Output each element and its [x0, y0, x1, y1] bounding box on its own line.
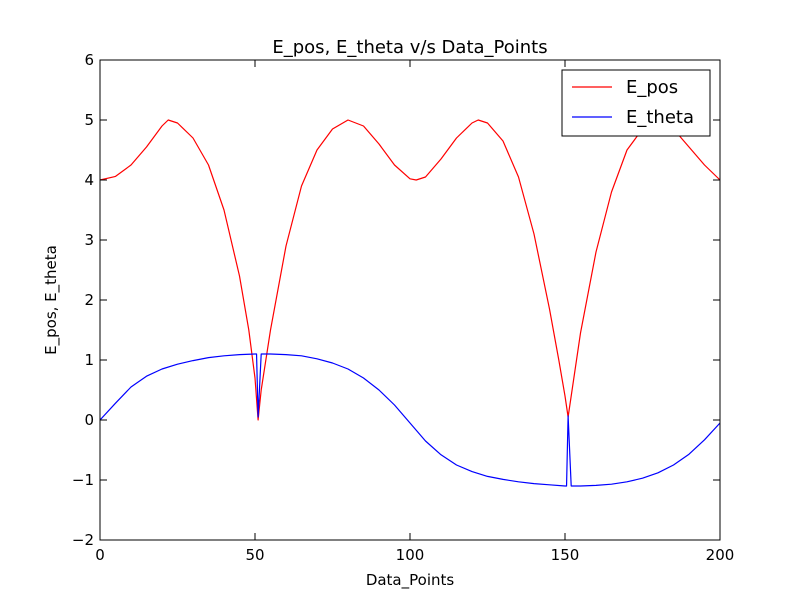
y-tick-label: 2 [84, 291, 94, 309]
y-tick-label: −2 [72, 531, 94, 549]
y-tick-label: 0 [84, 411, 94, 429]
chart-title: E_pos, E_theta v/s Data_Points [272, 37, 547, 58]
series-line-e-theta [99, 353, 721, 487]
legend: E_pos E_theta [561, 69, 711, 137]
y-tick-label: 5 [84, 111, 94, 129]
y-tick-label: −1 [72, 471, 94, 489]
y-axis-label: E_pos, E_theta [42, 245, 61, 355]
x-tick-label: 200 [706, 546, 735, 564]
plot-lines [99, 119, 721, 487]
y-tick-label: 4 [84, 171, 94, 189]
legend-label: E_theta [626, 107, 694, 128]
x-tick-label: 0 [95, 546, 105, 564]
ticks: 0 50 100 150 200 −2 −1 0 1 2 3 4 5 6 [72, 51, 734, 564]
legend-box [561, 69, 711, 137]
y-tick-label: 3 [84, 231, 94, 249]
x-tick-label: 50 [245, 546, 264, 564]
series-line-e-pos [99, 119, 721, 421]
x-tick-label: 150 [551, 546, 580, 564]
x-tick-label: 100 [396, 546, 425, 564]
y-tick-label: 6 [84, 51, 94, 69]
legend-label: E_pos [626, 77, 678, 98]
x-axis-label: Data_Points [366, 571, 455, 590]
y-tick-label: 1 [84, 351, 94, 369]
